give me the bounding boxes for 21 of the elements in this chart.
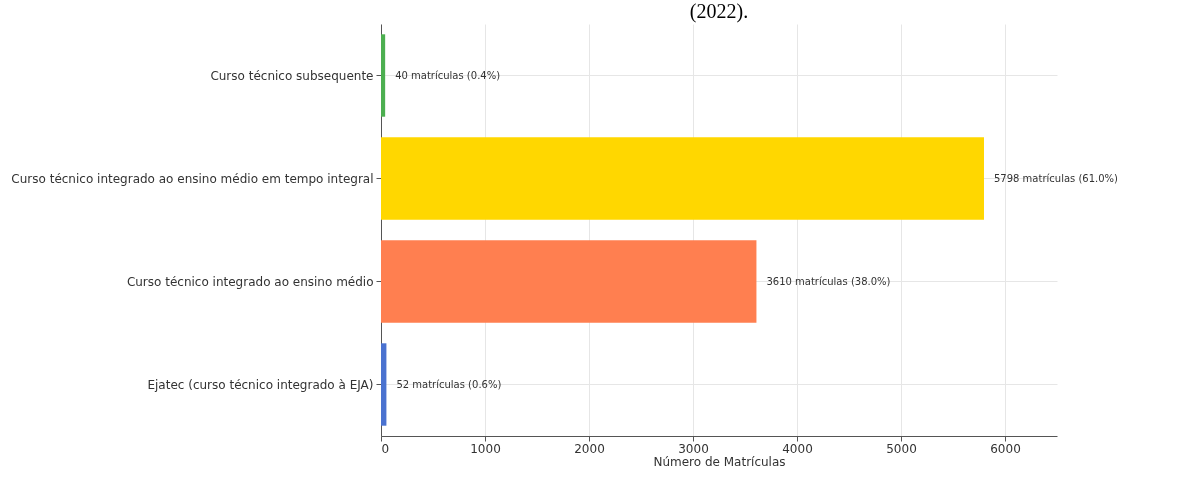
y-tick-label: Curso técnico integrado ao ensino médio <box>126 274 374 289</box>
bar <box>381 343 387 426</box>
bar <box>381 240 757 323</box>
bar <box>381 34 386 117</box>
x-tick-label: 3000 <box>678 441 709 456</box>
x-tick-label: 6000 <box>990 441 1021 456</box>
bar <box>381 137 984 220</box>
x-tick-label: 1000 <box>470 441 501 456</box>
y-tick-label: Ejatec (curso técnico integrado à EJA) <box>147 377 374 392</box>
data-label: 3610 matrículas (38.0%) <box>766 275 891 287</box>
x-tick-label: 0 <box>381 441 390 456</box>
x-axis-title: Número de Matrículas <box>653 454 786 469</box>
x-tick-label: 5000 <box>886 441 917 456</box>
data-label: 52 matrículas (0.6%) <box>396 378 502 390</box>
data-label: 5798 matrículas (61.0%) <box>993 172 1119 184</box>
y-tick-label: Curso técnico subsequente <box>210 68 374 83</box>
x-tick-label: 4000 <box>782 441 813 456</box>
data-label: 40 matrículas (0.4%) <box>395 69 501 81</box>
chart-title: (2022). <box>689 0 749 23</box>
y-tick-label: Curso técnico integrado ao ensino médio em tempo integral <box>11 171 374 186</box>
x-tick-label: 2000 <box>574 441 605 456</box>
